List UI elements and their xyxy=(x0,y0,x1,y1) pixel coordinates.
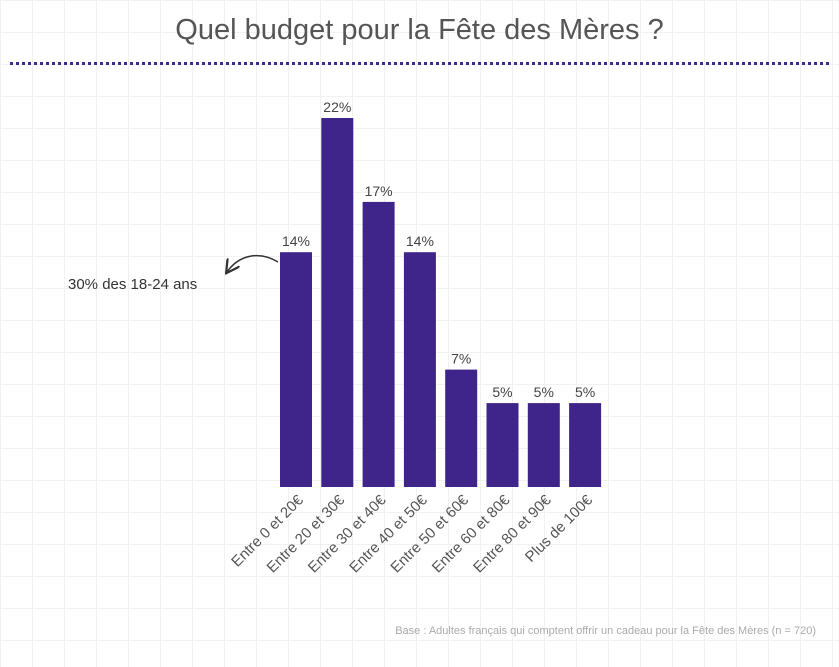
chart-title: Quel budget pour la Fête des Mères ? xyxy=(175,14,664,46)
bar-8 xyxy=(569,403,602,487)
annotation-text: 30% des 18-24 ans xyxy=(68,276,198,293)
value-label-6: 5% xyxy=(492,384,512,400)
value-label-3: 17% xyxy=(365,183,393,199)
x-tick-label-1: Entre 0 et 20€ xyxy=(228,491,307,570)
base-footnote: Base : Adultes français qui comptent off… xyxy=(395,625,816,637)
value-label-2: 22% xyxy=(323,99,351,115)
bar-5 xyxy=(445,369,478,487)
bar-7 xyxy=(527,403,560,487)
annotation-arrow xyxy=(227,254,279,272)
value-label-4: 14% xyxy=(406,233,434,249)
bar-4 xyxy=(403,252,436,487)
title-divider xyxy=(10,62,829,65)
value-label-5: 7% xyxy=(451,351,471,367)
bar-3 xyxy=(362,201,395,487)
bar-2 xyxy=(321,118,354,487)
value-label-7: 5% xyxy=(534,384,554,400)
value-label-1: 14% xyxy=(282,233,310,249)
value-label-8: 5% xyxy=(575,384,595,400)
bar-6 xyxy=(486,403,519,487)
bar-1 xyxy=(280,252,312,487)
